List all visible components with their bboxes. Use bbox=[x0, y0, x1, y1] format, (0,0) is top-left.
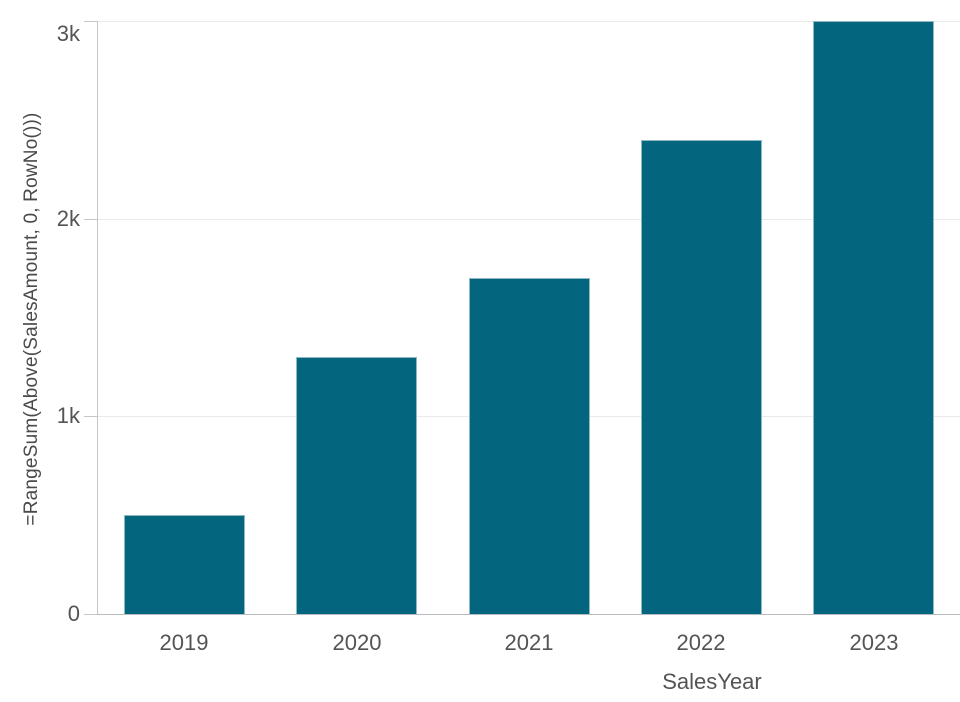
bar-2022[interactable] bbox=[641, 140, 762, 614]
y-tick-label: 0 bbox=[67, 601, 80, 626]
y-tick-label: 1k bbox=[56, 403, 80, 429]
y-tick-label: 3k bbox=[56, 21, 80, 46]
x-axis-title: SalesYear bbox=[662, 669, 762, 694]
y-tick-mark bbox=[84, 614, 97, 615]
y-axis-title: =RangeSum(Above(SalesAmount, 0, RowNo())… bbox=[21, 112, 42, 526]
bar-2021[interactable] bbox=[469, 278, 590, 614]
x-tick-label: 2020 bbox=[332, 630, 382, 655]
y-tick-mark bbox=[84, 416, 97, 418]
bar-2020[interactable] bbox=[296, 357, 417, 614]
gridline bbox=[98, 218, 960, 220]
y-axis-line bbox=[97, 21, 98, 614]
y-tick-mark bbox=[84, 21, 97, 22]
x-tick-label: 2021 bbox=[504, 630, 554, 655]
y-tick-mark bbox=[84, 218, 97, 220]
x-tick-label: 2019 bbox=[159, 630, 209, 655]
gridline bbox=[98, 21, 960, 22]
x-tick-label: 2022 bbox=[676, 630, 726, 655]
y-tick-label: 2k bbox=[56, 205, 80, 231]
plot-area bbox=[98, 21, 960, 614]
bar-2019[interactable] bbox=[124, 515, 245, 614]
x-axis-baseline bbox=[97, 614, 960, 615]
x-tick-label: 2023 bbox=[849, 630, 899, 655]
bar-2023[interactable] bbox=[813, 21, 934, 614]
